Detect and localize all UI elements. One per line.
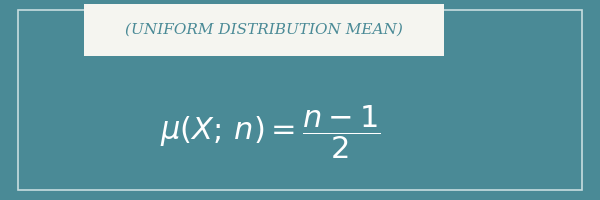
Text: $\mu(X;\,n) = \dfrac{n-1}{2}$: $\mu(X;\,n) = \dfrac{n-1}{2}$ bbox=[160, 103, 380, 161]
Text: (UNIFORM DISTRIBUTION MEAN): (UNIFORM DISTRIBUTION MEAN) bbox=[125, 23, 403, 37]
FancyBboxPatch shape bbox=[84, 4, 444, 56]
